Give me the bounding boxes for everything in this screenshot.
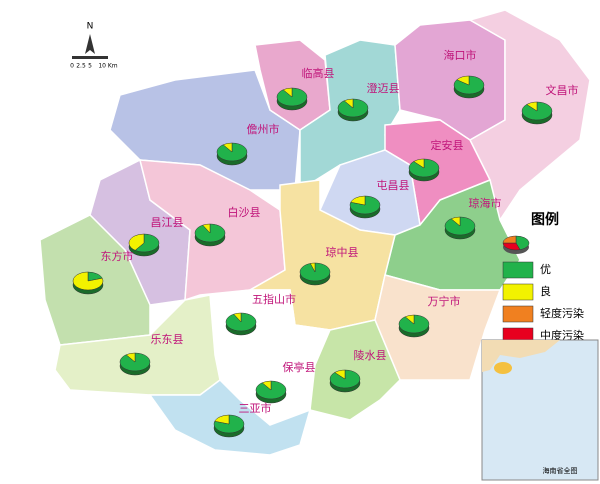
county-label: 陵水县 — [354, 349, 387, 362]
scale-label: 10 Km — [98, 63, 117, 70]
legend-swatch — [502, 305, 534, 323]
legend-swatch — [502, 261, 534, 279]
county-label: 万宁市 — [428, 294, 461, 308]
county-label: 琼海市 — [469, 196, 502, 210]
pie-slice — [413, 158, 425, 169]
legend-swatch — [502, 283, 534, 301]
county-label: 文昌市 — [546, 83, 579, 97]
county-label: 白沙县 — [228, 205, 261, 219]
pie-slice — [261, 380, 272, 391]
legend-label: 良 — [540, 284, 551, 298]
pie-slice — [202, 223, 211, 234]
county-label: 乐东县 — [151, 333, 184, 346]
legend-icon-slice — [502, 242, 521, 251]
pie-slice — [282, 87, 293, 98]
pie-slice — [343, 98, 354, 109]
legend-label: 中度污染 — [540, 328, 584, 342]
county-label: 三亚市 — [239, 401, 272, 415]
county-label: 昌江县 — [151, 216, 184, 229]
inset-land — [482, 340, 560, 372]
county-label: 临高县 — [302, 66, 335, 80]
inset-title: 海南省全图 — [543, 466, 578, 475]
pie-slice — [334, 369, 346, 380]
pie-slice — [128, 233, 145, 251]
legend-title: 图例 — [531, 211, 559, 228]
pie-slice — [134, 233, 160, 253]
scale-label: 0 — [70, 63, 74, 70]
legend-icon-slice — [502, 235, 517, 244]
pie-slice — [456, 75, 470, 86]
inset-frame — [481, 339, 599, 481]
legend-label: 优 — [540, 263, 551, 276]
pie-slice — [450, 216, 461, 227]
pie-slice — [222, 142, 233, 153]
pie-slice — [309, 262, 316, 273]
scale-label: 2.5 — [76, 63, 86, 70]
scale-bar — [72, 56, 108, 59]
county-label: 海口市 — [444, 48, 477, 62]
compass: N — [72, 22, 108, 59]
pie-slice — [214, 414, 230, 425]
county-label: 儋州市 — [247, 122, 280, 136]
county-label: 定安县 — [431, 138, 464, 152]
pie-slice — [233, 312, 242, 323]
county-label: 澄迈县 — [367, 81, 400, 95]
region-lingshui — [309, 319, 401, 421]
pie-slice — [404, 314, 415, 325]
scale-label: 5 — [88, 63, 92, 70]
legend-icon-slice — [515, 235, 530, 250]
pie-slice — [350, 195, 366, 206]
pie-slice — [125, 352, 136, 363]
inset-map: 海南省全图 — [481, 339, 599, 481]
compass-arrow — [85, 34, 95, 54]
legend-label: 轻度污染 — [540, 306, 584, 320]
county-label: 琼中县 — [326, 245, 359, 259]
inset-hainan — [494, 362, 512, 374]
pie-slice — [72, 271, 104, 291]
county-label: 五指山市 — [252, 292, 296, 306]
compass-label: N — [87, 22, 94, 32]
county-label: 屯昌县 — [377, 179, 410, 192]
county-label: 保亭县 — [283, 360, 316, 374]
county-label: 东方市 — [101, 249, 134, 263]
pie-slice — [526, 101, 538, 112]
